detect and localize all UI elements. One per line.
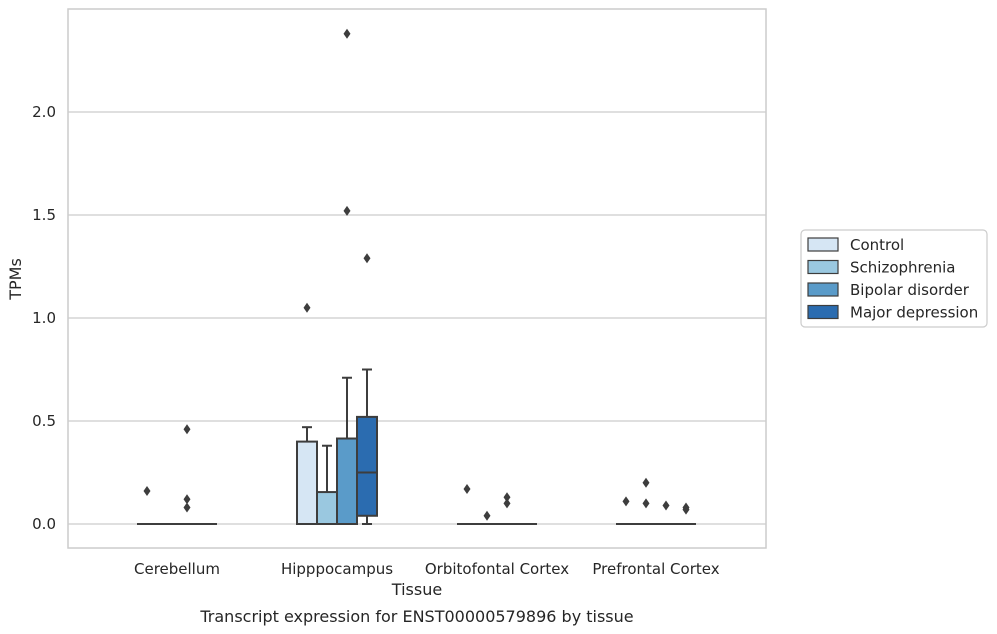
y-tick-labels: 0.0 0.5 1.0 1.5 2.0: [32, 103, 56, 533]
outlier-point: [483, 510, 491, 521]
y-tick-label: 0.5: [32, 412, 56, 430]
legend-label: Major depression: [850, 304, 978, 322]
legend: Control Schizophrenia Bipolar disorder Majo…: [800, 229, 988, 328]
box-bipolar-disorder: [177, 424, 197, 525]
outlier-point: [642, 477, 650, 488]
x-tick-label: Prefrontal Cortex: [592, 560, 719, 578]
outlier-point: [363, 253, 371, 264]
box-bipolar-disorder: [336, 28, 358, 526]
outlier-point: [622, 496, 630, 507]
y-tick-label: 1.5: [32, 206, 56, 224]
y-tick-label: 0.0: [32, 515, 56, 533]
legend-swatch: [807, 237, 839, 252]
x-tick-label: Orbitofontal Cortex: [425, 560, 569, 578]
legend-swatch: [807, 304, 839, 320]
box: [356, 415, 378, 517]
box: [316, 491, 338, 526]
outlier-point: [343, 28, 351, 39]
legend-label: Bipolar disorder: [850, 281, 970, 299]
box-major-depression: [676, 502, 696, 525]
box: [296, 440, 318, 526]
box-series: [137, 28, 696, 526]
legend-label: Schizophrenia: [850, 259, 955, 277]
box-schizophrenia: [477, 510, 497, 525]
outlier-point: [463, 483, 471, 494]
outlier-point: [303, 302, 311, 313]
outlier-point: [343, 205, 351, 216]
legend-frame: [800, 229, 988, 328]
outlier-point: [503, 492, 511, 503]
x-tick-label: Cerebellum: [134, 560, 220, 578]
outlier-point: [183, 494, 191, 505]
y-axis-title: TPMs: [6, 258, 25, 301]
box-control: [616, 496, 636, 525]
grid-lines: [68, 111, 766, 525]
chart-caption: Transcript expression for ENST0000057989…: [199, 607, 633, 626]
outlier-point: [183, 424, 191, 435]
box-schizophrenia: [636, 477, 656, 525]
x-tick-label: Hipppocampus: [281, 560, 393, 578]
outlier-point: [183, 502, 191, 513]
legend-swatch: [807, 259, 839, 275]
outlier-point: [503, 498, 511, 509]
x-tick-labels: Cerebellum Hipppocampus Orbitofontal Corte…: [134, 560, 720, 578]
box-control: [296, 302, 318, 526]
box-major-depression: [356, 253, 378, 525]
y-tick-label: 2.0: [32, 103, 56, 121]
box-control: [137, 486, 157, 525]
outlier-point: [682, 504, 690, 515]
box-schizophrenia: [316, 444, 338, 526]
outlier-point: [143, 486, 151, 497]
outlier-point: [642, 498, 650, 509]
box-bipolar-disorder: [656, 500, 676, 525]
legend-label: Control: [850, 236, 904, 254]
plot-frame: [67, 8, 767, 549]
y-tick-label: 1.0: [32, 309, 56, 327]
outlier-point: [662, 500, 670, 511]
box-bipolar-disorder: [497, 492, 517, 525]
box-control: [457, 483, 477, 525]
box: [336, 437, 358, 526]
legend-swatch: [807, 282, 839, 297]
x-axis-title: Tissue: [391, 580, 442, 599]
